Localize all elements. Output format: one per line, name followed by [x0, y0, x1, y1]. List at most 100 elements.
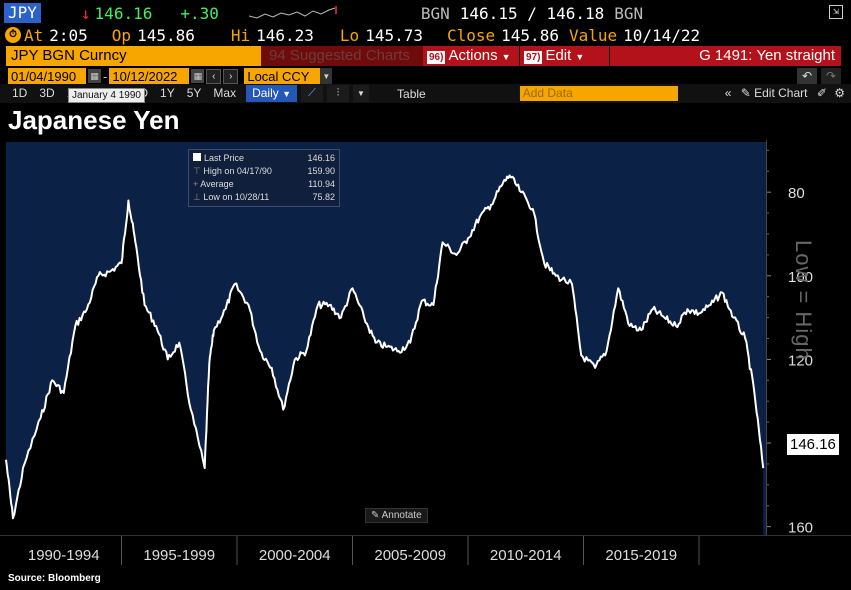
last-price: 146.16	[94, 3, 153, 23]
timeframe-1d[interactable]: 1D	[12, 86, 28, 100]
legend-avg-value: 110.94	[308, 179, 335, 189]
axis-direction-label: Low = High	[791, 240, 816, 361]
y-tick-label: 120	[788, 352, 813, 369]
bar-chart-icon[interactable]: ⫶	[327, 85, 350, 102]
add-data-input[interactable]: Add Data	[519, 86, 678, 101]
annotate-icon: ✎	[371, 510, 382, 521]
price-series-line	[5, 174, 765, 520]
function-title: G 1491: Yen straight	[609, 46, 841, 66]
currency-select[interactable]: Local CCY	[244, 67, 321, 85]
x-tick-label: 1995-1999	[143, 547, 215, 564]
edit-icon[interactable]: ✐	[816, 86, 827, 100]
legend-low-value: 75.82	[312, 192, 335, 202]
actions-number: 96)	[427, 51, 446, 64]
redo-icon[interactable]: ↷	[821, 68, 841, 84]
chevron-down-icon: ▼	[282, 89, 292, 99]
ask-source: BGN	[614, 3, 644, 23]
edit-label: Edit	[545, 47, 572, 64]
suggested-charts-button[interactable]: 94 Suggested Charts	[261, 46, 423, 66]
edit-number: 97)	[524, 51, 543, 64]
edit-chart-button[interactable]: Edit Chart	[754, 86, 808, 100]
line-chart-icon[interactable]: ⟋	[301, 85, 324, 102]
timeframe-max[interactable]: Max	[213, 86, 237, 100]
annotate-label: Annotate	[381, 510, 422, 521]
ticker-symbol[interactable]: JPY	[4, 3, 41, 23]
collapse-icon[interactable]: «	[724, 86, 732, 100]
price-change: +.30	[180, 3, 219, 23]
security-field[interactable]: JPY BGN Curncy	[6, 46, 261, 66]
price-chart[interactable]: 1990-1994 1995-1999 2000-2004 2005-2009 2010…	[0, 140, 851, 570]
sparkline-icon	[248, 6, 337, 19]
start-date-input[interactable]: 01/04/1990	[8, 67, 86, 85]
last-price-tag: 146.16	[787, 434, 839, 455]
y-tick-label: 100	[788, 269, 813, 286]
quote-time: 2:05	[49, 25, 88, 45]
x-tick-label: 2000-2004	[259, 547, 331, 564]
legend-high-label: High on 04/17/90	[203, 166, 272, 176]
chevron-down-icon: ▼	[575, 52, 585, 62]
high-value: 146.23	[256, 25, 314, 45]
calendar-icon[interactable]: ▦	[88, 69, 101, 83]
edit-menu[interactable]: 97) Edit ▼	[519, 46, 609, 66]
value-date: 10/14/22	[623, 25, 701, 45]
low-label: Lo	[339, 25, 360, 45]
y-tick-label: 160	[788, 520, 813, 537]
timeframe-bar: 1D 3D 1M 6M YTD 1Y 5Y Max Daily ▼ ⟋ ⫶ ▼ …	[0, 84, 851, 103]
bid-ask: 146.15 / 146.18	[459, 3, 605, 23]
annotate-button[interactable]: ✎ Annotate	[365, 508, 428, 523]
legend-high: ⊤ High on 04/17/90 159.90	[193, 165, 335, 178]
legend-last: Last Price 146.16	[193, 152, 335, 165]
average-marker-icon: +	[193, 179, 201, 189]
date-range-bar: 01/04/1990 ▦ - 10/12/2022 ▦ ‹ › Local CC…	[0, 67, 851, 85]
legend-low-label: Low on 10/28/11	[203, 192, 270, 202]
chevron-down-icon[interactable]: ▼	[353, 85, 370, 102]
timeframe-3d[interactable]: 3D	[39, 86, 55, 100]
chart-legend[interactable]: Last Price 146.16 ⊤ High on 04/17/90 159.9…	[188, 149, 340, 207]
calendar-icon[interactable]: ▦	[191, 69, 205, 83]
x-tick-label: 2015-2019	[605, 547, 677, 564]
open-value: 145.86	[137, 25, 195, 45]
actions-label: Actions	[448, 47, 498, 64]
function-toolbar: JPY BGN Curncy 94 Suggested Charts 96) Ac…	[0, 46, 851, 66]
x-tick-label: 2005-2009	[374, 547, 446, 564]
high-label: Hi	[230, 25, 251, 45]
x-tick-label: 2010-2014	[490, 547, 562, 564]
popout-icon[interactable]: ⇲	[829, 5, 843, 19]
next-period-button[interactable]: ›	[223, 68, 239, 84]
right-shade	[763, 142, 766, 535]
date-tooltip: January 4 1990	[68, 88, 145, 103]
legend-average: + Average 110.94	[193, 178, 335, 191]
legend-last-label: Last Price	[204, 153, 245, 163]
chart-tools: « ✎ Edit Chart ✐ ⚙	[725, 84, 845, 103]
source-note: Source: Bloomberg	[8, 573, 101, 584]
open-label: Op	[111, 25, 132, 45]
y-tick-label: 80	[788, 185, 805, 202]
undo-icon[interactable]: ↶	[797, 68, 817, 84]
timeframe-5y[interactable]: 5Y	[186, 86, 202, 100]
down-arrow-icon: ↓	[80, 3, 91, 23]
close-label: Close	[446, 25, 496, 45]
frequency-label: Daily	[252, 86, 279, 100]
settings-icon[interactable]: ⚙	[834, 86, 845, 100]
ticker-bar: JPY ↓ 146.16 +.30 BGN 146.15 / 146.18 BG…	[0, 2, 851, 24]
actions-menu[interactable]: 96) Actions ▼	[423, 46, 519, 66]
frequency-select[interactable]: Daily ▼	[246, 85, 298, 102]
prev-period-button[interactable]: ‹	[206, 68, 222, 84]
chevron-down-icon: ▼	[501, 52, 511, 62]
legend-high-value: 159.90	[307, 166, 335, 176]
table-button[interactable]: Table	[397, 86, 426, 101]
legend-last-value: 146.16	[307, 153, 335, 163]
low-value: 145.73	[365, 25, 423, 45]
series-swatch-icon	[193, 153, 201, 161]
chart-title: Japanese Yen	[8, 105, 180, 135]
end-date-input[interactable]: 10/12/2022	[109, 67, 190, 85]
chevron-down-icon[interactable]: ▼	[320, 67, 333, 85]
x-axis-labels: 1990-1994 1995-1999 2000-2004 2005-2009 2010…	[28, 547, 677, 564]
high-marker-icon: ⊤	[193, 166, 204, 176]
pencil-icon[interactable]: ✎	[740, 86, 751, 100]
timeframe-1y[interactable]: 1Y	[160, 86, 175, 100]
time-label: At	[24, 25, 44, 45]
value-label: Value	[568, 25, 618, 45]
bid-source: BGN	[420, 3, 450, 23]
quote-bar: ⏱ At 2:05 Op 145.86 Hi 146.23 Lo 145.73 …	[0, 24, 851, 46]
